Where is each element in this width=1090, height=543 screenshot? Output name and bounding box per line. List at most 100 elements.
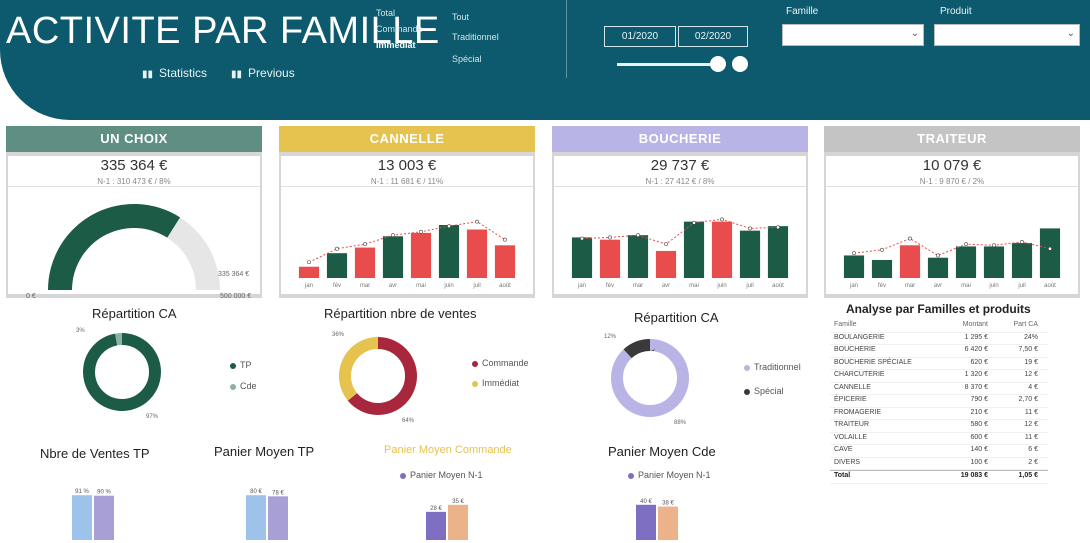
table-row[interactable]: BOULANGERIE 1 295 €24% (830, 333, 1048, 345)
tick-label: août (1044, 283, 1056, 289)
legend-dot (230, 383, 236, 390)
slice-label: 3% (76, 328, 85, 334)
trend-point (1020, 240, 1024, 244)
bar-1 (268, 496, 288, 540)
chart-title: Panier Moyen TP (214, 444, 315, 459)
table-row[interactable]: DIVERS 100 €2 € (830, 458, 1048, 470)
bar-juin (438, 225, 460, 278)
data-label: 38 € (662, 501, 674, 507)
legend-dot (744, 388, 750, 395)
gauge-target-label: 335 364 € (218, 271, 249, 278)
slice-label: 97% (146, 414, 159, 420)
slice-label: 12% (604, 334, 617, 340)
filter-total[interactable]: Total (376, 8, 396, 18)
bar-mar (627, 235, 649, 278)
date-slider-handle-end[interactable] (732, 56, 748, 72)
legend-item: Cde (230, 381, 257, 391)
kpi-title: UN CHOIX (6, 126, 262, 152)
data-label: 91 % (75, 489, 89, 495)
start-date-button[interactable]: 01/2020 (604, 26, 676, 47)
bar-fév (599, 239, 621, 278)
kpi-body: 10 079 € N-1 : 9 870 € / 2% jan fév mar avr… (826, 156, 1078, 294)
filter-immediat[interactable]: Immédiat (376, 40, 416, 50)
slice-label: 36% (332, 332, 345, 338)
bar-0 (426, 511, 446, 540)
tick-label: fév (606, 283, 614, 289)
chart-title: Panier Moyen Commande (384, 444, 512, 456)
gauge-max-label: 500 000 € (220, 293, 251, 300)
monthly-bar-chart: jan fév mar avr mai juin juil août (298, 219, 516, 289)
tick-label: juil (745, 283, 753, 289)
produit-dropdown[interactable]: ⌄ (934, 24, 1080, 46)
divider (566, 0, 567, 78)
date-slider-track[interactable] (617, 63, 725, 66)
bar-fév (871, 259, 893, 278)
divider (8, 186, 260, 187)
bar-jan (298, 266, 320, 278)
filter-tout[interactable]: Tout (452, 12, 470, 22)
donut-slice-1 (611, 339, 689, 417)
pair-bar-chart: 91 % 90 % (72, 489, 114, 540)
slice-label: 64% (402, 418, 415, 424)
kpi-comparison: N-1 : 11 681 € / 11% (370, 177, 444, 186)
tick-label: mai (961, 283, 971, 289)
chart-title: Nbre de Ventes TP (40, 446, 150, 461)
chart-icon: ▮▮ (142, 69, 154, 80)
donut-title: Répartition CA (634, 310, 719, 325)
trend-point (636, 233, 640, 238)
table-row[interactable]: CANNELLE 8 370 €4 € (830, 383, 1048, 395)
nav-link-statistics[interactable]: ▮▮ Statistics (142, 66, 208, 80)
bar-avr (927, 257, 949, 278)
tick-label: août (499, 283, 511, 289)
trend-point (664, 242, 668, 247)
trend-point (692, 220, 696, 225)
filter-commande[interactable]: Commande (376, 24, 423, 34)
trend-point (936, 253, 940, 258)
tick-label: fév (878, 283, 886, 289)
table-row[interactable]: FROMAGERIE 210 €11 € (830, 408, 1048, 420)
kpi-card-un-choix: UN CHOIX 335 364 € N-1 : 310 473 € / 8% … (6, 126, 262, 300)
famille-dropdown[interactable]: ⌄ (782, 24, 924, 46)
tick-label: mai (416, 283, 426, 289)
trend-point (908, 236, 912, 241)
bar-avr (382, 236, 404, 278)
tick-label: avr (934, 283, 942, 289)
bar-mai (955, 246, 977, 278)
legend-item: Spécial (744, 386, 784, 396)
kpi-value: 13 003 € (377, 157, 437, 174)
divider (281, 186, 533, 187)
tick-label: jan (577, 283, 586, 289)
table-row[interactable]: TRAITEUR 580 €12 € (830, 420, 1048, 433)
pair-bar-chart: 40 € 38 € (636, 499, 678, 540)
trend-point (776, 225, 780, 230)
famille-label: Famille (786, 6, 819, 17)
date-slider-handle-start[interactable] (710, 56, 726, 72)
trend-point (475, 219, 479, 224)
trend-point (852, 251, 856, 256)
donut-slice-0 (83, 333, 161, 411)
tick-label: mar (905, 283, 915, 289)
tick-label: jan (304, 283, 313, 289)
legend-dot (628, 472, 634, 479)
family-table: Famille Montant Part CA BOULANGERIE 1 295… (830, 320, 1048, 484)
tick-label: juin (988, 283, 998, 289)
page-title: ACTIVITE PAR FAMILLE (6, 10, 440, 52)
table-row[interactable]: BOUCHERIE 6 420 €7,50 € (830, 345, 1048, 358)
kpi-value: 29 737 € (650, 157, 710, 174)
table-row[interactable]: ÉPICERIE 790 €2,70 € (830, 395, 1048, 408)
bar-1 (94, 495, 114, 540)
chevron-down-icon: ⌄ (1066, 28, 1075, 39)
filter-special[interactable]: Spécial (452, 54, 482, 64)
table-row[interactable]: CHARCUTERIE 1 320 €12 € (830, 370, 1048, 383)
trend-point (419, 229, 423, 234)
filter-traditionnel[interactable]: Traditionnel (452, 32, 499, 42)
data-label: 90 % (97, 490, 111, 496)
end-date-button[interactable]: 02/2020 (678, 26, 748, 47)
nav-link-previous[interactable]: ▮▮ Previous (231, 66, 295, 80)
bar-mar (899, 245, 921, 278)
table-row[interactable]: BOUCHERIE SPÉCIALE 620 €19 € (830, 358, 1048, 370)
table-row[interactable]: VOLAILLE 600 €11 € (830, 433, 1048, 445)
kpi-card-cannelle: CANNELLE 13 003 € N-1 : 11 681 € / 11% j… (279, 126, 535, 298)
trend-point (608, 235, 612, 240)
table-row[interactable]: CAVE 140 €6 € (830, 445, 1048, 458)
